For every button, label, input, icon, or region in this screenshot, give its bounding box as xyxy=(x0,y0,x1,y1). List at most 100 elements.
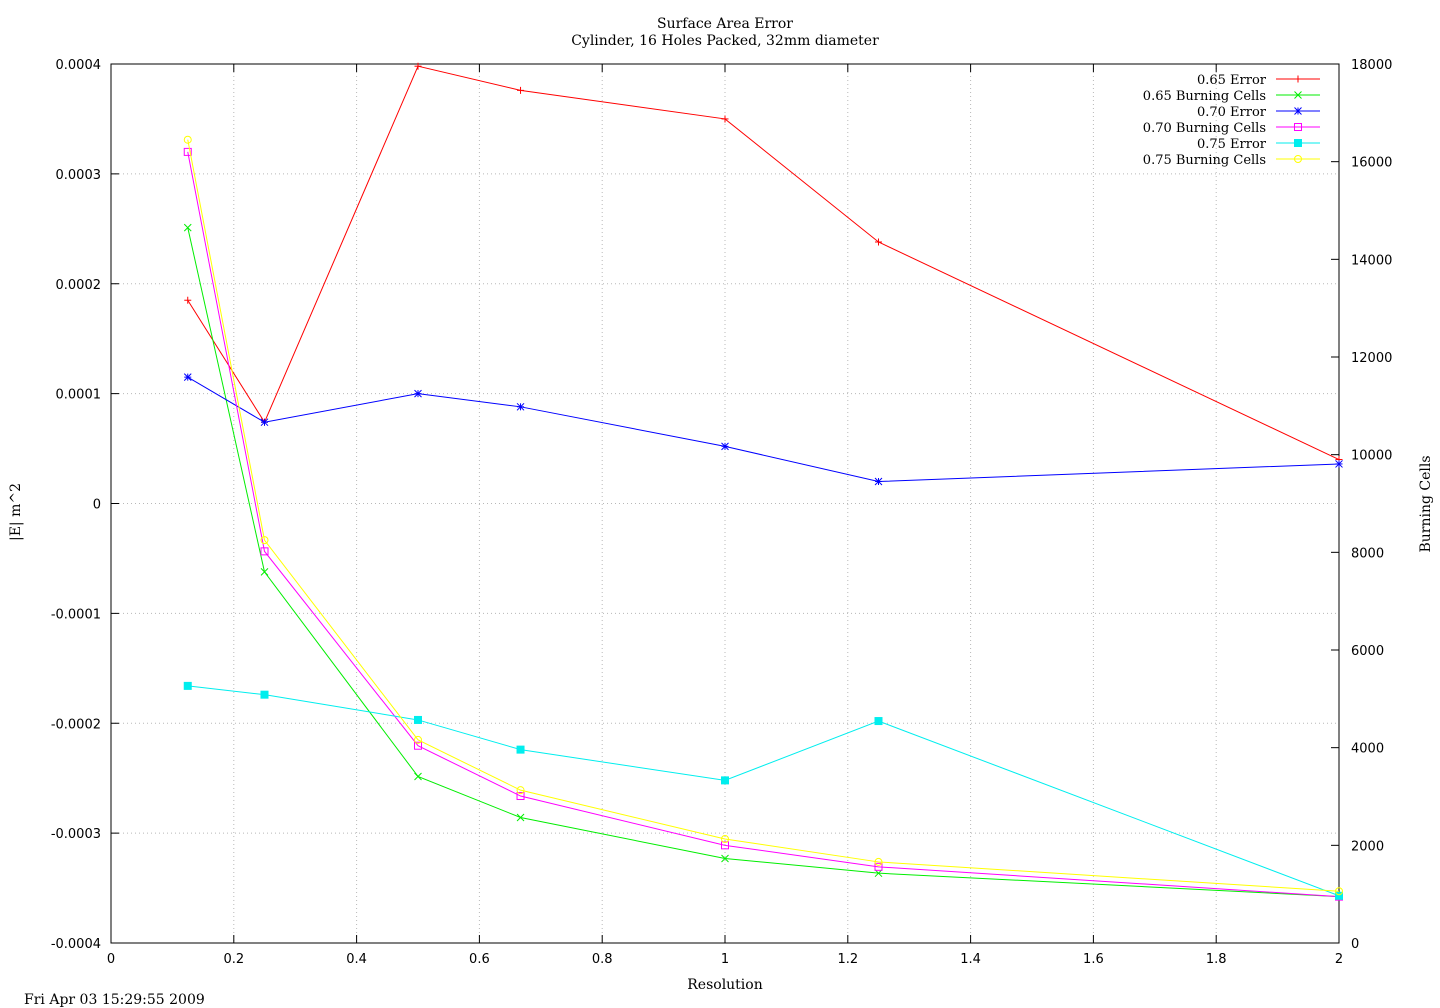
y-tick-label: 0.0004 xyxy=(56,58,102,73)
x-tick-label: 1 xyxy=(721,952,729,967)
y2-tick-label: 10000 xyxy=(1351,449,1392,464)
data-point-marker xyxy=(516,786,525,795)
data-point-marker xyxy=(260,568,269,576)
x-tick-label: 0.4 xyxy=(346,952,367,967)
y2-tick-label: 6000 xyxy=(1351,644,1384,659)
y2-tick-label: 8000 xyxy=(1351,546,1384,561)
y-tick-label: 0.0001 xyxy=(56,388,102,403)
data-point-marker xyxy=(1294,75,1302,83)
grid-layer xyxy=(111,64,1339,943)
x-tick-label: 1.4 xyxy=(960,952,981,967)
data-point-marker xyxy=(260,690,269,699)
legend-label: 0.65 Error xyxy=(1197,73,1267,88)
plot-frame xyxy=(110,63,1340,944)
data-point-marker xyxy=(874,477,883,486)
x-tick-label: 1.2 xyxy=(837,952,858,967)
data-point-marker xyxy=(414,772,422,781)
x-tick-label: 1.8 xyxy=(1206,952,1227,967)
data-point-marker xyxy=(1294,107,1302,115)
data-point-marker xyxy=(721,841,729,850)
x-axis-label: Resolution xyxy=(687,977,762,993)
data-point-marker xyxy=(414,715,422,724)
legend-label: 0.75 Error xyxy=(1197,137,1267,152)
chart-title: Surface Area Error xyxy=(657,16,793,32)
y-tick-label: 0 xyxy=(93,498,101,513)
series-line xyxy=(187,685,1340,897)
legend-entry: 0.65 Error xyxy=(1197,73,1320,88)
x-tick-label: 0.2 xyxy=(223,952,244,967)
y2-axis-label: Burning Cells xyxy=(1418,455,1434,552)
series-line xyxy=(187,151,1340,898)
legend-entry: 0.70 Burning Cells xyxy=(1143,121,1320,136)
data-point-marker xyxy=(721,442,729,451)
data-point-marker xyxy=(1335,887,1343,896)
y-axis-label: |E| m^2 xyxy=(8,483,24,541)
series-layer xyxy=(183,62,1343,901)
y-tick-label: 0.0003 xyxy=(56,168,102,183)
y2-tick-label: 4000 xyxy=(1351,742,1384,757)
timestamp: Fri Apr 03 15:29:55 2009 xyxy=(24,992,205,1008)
data-point-marker xyxy=(516,813,525,822)
data-point-marker xyxy=(875,238,882,246)
data-point-marker xyxy=(517,86,525,94)
x-tick-label: 0.6 xyxy=(469,952,490,967)
y2-tick-label: 14000 xyxy=(1351,253,1392,268)
data-point-marker xyxy=(721,854,729,863)
series-0-75-error xyxy=(183,681,1343,900)
data-point-marker xyxy=(183,135,192,144)
legend-entry: 0.75 Burning Cells xyxy=(1143,153,1320,168)
series-0-70-burning-cells xyxy=(183,147,1343,901)
series-line xyxy=(187,227,1340,898)
series-line xyxy=(187,376,1340,483)
data-point-marker xyxy=(1294,123,1302,131)
series-0-65-burning-cells xyxy=(183,223,1343,901)
data-point-marker xyxy=(1294,139,1302,147)
data-point-marker xyxy=(516,745,525,754)
data-point-marker xyxy=(183,147,192,156)
legend-label: 0.70 Burning Cells xyxy=(1143,121,1266,136)
y-tick-label: -0.0001 xyxy=(51,607,101,622)
x-tick-label: 0 xyxy=(107,952,115,967)
x-tick-label: 1.6 xyxy=(1083,952,1104,967)
legend-label: 0.70 Error xyxy=(1197,105,1267,120)
data-point-marker xyxy=(183,373,192,381)
y2-tick-label: 0 xyxy=(1351,937,1359,952)
y2-tick-label: 16000 xyxy=(1351,156,1392,171)
data-point-marker xyxy=(721,115,729,123)
data-point-marker xyxy=(184,296,192,304)
y-tick-label: -0.0003 xyxy=(51,827,101,842)
data-point-marker xyxy=(1335,891,1343,900)
axis-layer: 0 0.2 0.4 0.6 0.8 1 1.2 1.4 1.6 1.8 2 -0.0004 -0.000… xyxy=(51,58,1393,967)
data-point-marker xyxy=(1294,91,1302,99)
y2-tick-label: 2000 xyxy=(1351,839,1384,854)
data-point-marker xyxy=(260,418,269,427)
data-point-marker xyxy=(874,862,883,871)
series-0-75-burning-cells xyxy=(183,135,1343,896)
data-point-marker xyxy=(414,741,422,750)
data-point-marker xyxy=(414,62,422,70)
data-point-marker xyxy=(516,402,525,411)
y-tick-label: -0.0004 xyxy=(51,937,101,952)
legend-entry: 0.65 Burning Cells xyxy=(1143,89,1320,104)
x-tick-label: 2 xyxy=(1335,952,1343,967)
data-point-marker xyxy=(1294,155,1302,163)
data-point-marker xyxy=(1335,460,1343,468)
data-point-marker xyxy=(260,536,269,545)
chart-subtitle: Cylinder, 16 Holes Packed, 32mm diameter xyxy=(571,33,879,49)
series-line xyxy=(187,139,1340,892)
x-tick-label: 0.8 xyxy=(592,952,613,967)
y-tick-label: -0.0002 xyxy=(51,717,101,732)
data-point-marker xyxy=(516,792,525,801)
data-point-marker xyxy=(721,834,729,843)
data-point-marker xyxy=(260,547,269,556)
y-tick-label: 0.0002 xyxy=(56,278,102,293)
data-point-marker xyxy=(874,717,883,726)
legend-label: 0.65 Burning Cells xyxy=(1143,89,1266,104)
legend-label: 0.75 Burning Cells xyxy=(1143,153,1266,168)
y2-tick-label: 12000 xyxy=(1351,351,1392,366)
data-point-marker xyxy=(414,735,422,744)
series-0-70-error xyxy=(183,373,1343,486)
data-point-marker xyxy=(874,869,883,878)
